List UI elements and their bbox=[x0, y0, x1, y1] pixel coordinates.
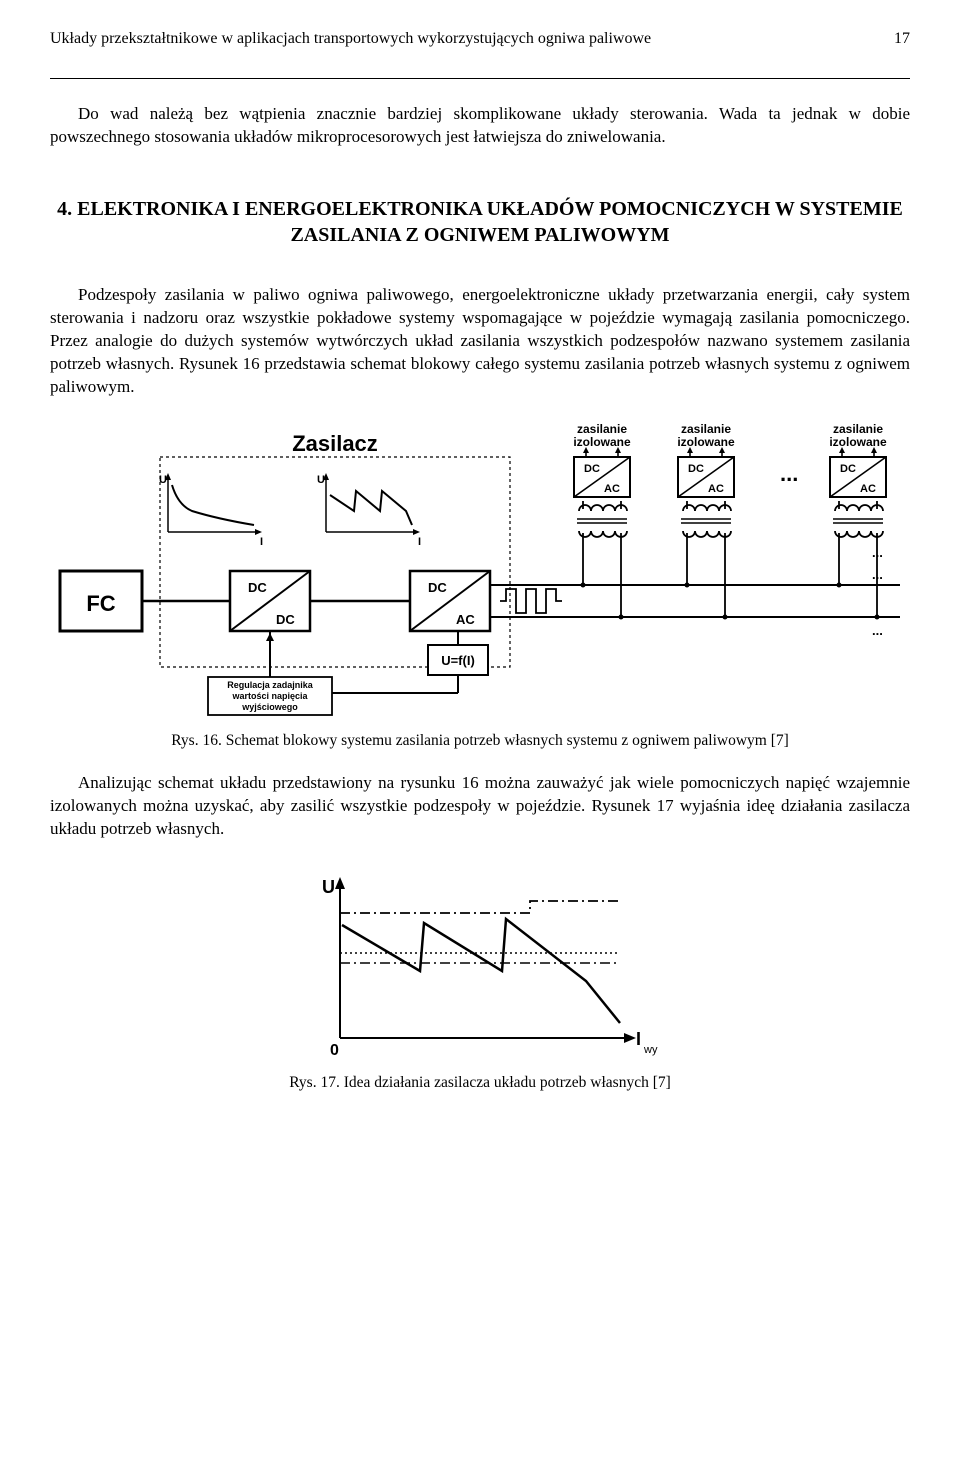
svg-text:U: U bbox=[322, 877, 335, 897]
svg-text:zasilanie: zasilanie bbox=[577, 422, 627, 436]
svg-text:I: I bbox=[260, 536, 263, 548]
running-header: Układy przekształtnikowe w aplikacjach t… bbox=[50, 28, 910, 50]
svg-text:DC: DC bbox=[840, 463, 856, 475]
svg-text:DC: DC bbox=[688, 463, 704, 475]
svg-text:wartości napięcia: wartości napięcia bbox=[231, 691, 308, 701]
svg-text:DC: DC bbox=[584, 463, 600, 475]
section-number: 4. bbox=[57, 198, 72, 220]
section-heading: 4. ELEKTRONIKA I ENERGOELEKTRONIKA UKŁAD… bbox=[50, 196, 910, 248]
svg-text:U=f(I): U=f(I) bbox=[441, 653, 475, 668]
svg-text:...: ... bbox=[872, 623, 883, 638]
figure-17-caption: Rys. 17. Idea działania zasilacza układu… bbox=[50, 1073, 910, 1094]
svg-text:DC: DC bbox=[248, 580, 267, 595]
svg-text:DC: DC bbox=[276, 612, 295, 627]
svg-text:zasilanie: zasilanie bbox=[833, 422, 883, 436]
svg-text:AC: AC bbox=[860, 483, 876, 495]
svg-text:izolowane: izolowane bbox=[573, 435, 631, 449]
running-title: Układy przekształtnikowe w aplikacjach t… bbox=[50, 28, 870, 50]
figure-17: U 0 I wy bbox=[50, 863, 910, 1063]
svg-text:I: I bbox=[636, 1029, 641, 1049]
svg-text:DC: DC bbox=[428, 580, 447, 595]
svg-text:zasilanie: zasilanie bbox=[681, 422, 731, 436]
svg-text:0: 0 bbox=[330, 1042, 339, 1059]
intro-paragraph: Do wad należą bez wątpienia znacznie bar… bbox=[50, 103, 910, 149]
header-rule bbox=[50, 78, 910, 79]
svg-text:I: I bbox=[418, 536, 421, 548]
figure-16-caption: Rys. 16. Schemat blokowy systemu zasilan… bbox=[50, 731, 910, 752]
figure-17-svg: U 0 I wy bbox=[290, 863, 670, 1063]
iso-output-2: zasilanie izolowane DC AC bbox=[677, 422, 735, 620]
svg-text:wy: wy bbox=[643, 1044, 658, 1056]
svg-text:izolowane: izolowane bbox=[677, 435, 735, 449]
body-paragraph: Podzespoły zasilania w paliwo ogniwa pal… bbox=[50, 284, 910, 399]
iso-output-1: zasilanie izolowane DC AC bbox=[573, 422, 631, 620]
svg-text:AC: AC bbox=[708, 483, 724, 495]
figure-16-svg: Zasilacz FC U I DC DC U I DC AC Regulacj… bbox=[50, 421, 910, 721]
page-number: 17 bbox=[870, 28, 910, 50]
svg-text:Regulacja zadajnika: Regulacja zadajnika bbox=[227, 680, 314, 690]
svg-text:U: U bbox=[317, 474, 325, 486]
svg-text:AC: AC bbox=[604, 483, 620, 495]
svg-text:wyjściowego: wyjściowego bbox=[241, 702, 298, 712]
figure-16: Zasilacz FC U I DC DC U I DC AC Regulacj… bbox=[50, 421, 910, 721]
svg-text:U: U bbox=[159, 474, 167, 486]
iso-output-3: zasilanie izolowane DC AC bbox=[829, 422, 887, 620]
svg-text:AC: AC bbox=[456, 612, 475, 627]
section-title: ELEKTRONIKA I ENERGOELEKTRONIKA UKŁADÓW … bbox=[77, 198, 903, 246]
svg-text:izolowane: izolowane bbox=[829, 435, 887, 449]
zasilacz-label: Zasilacz bbox=[292, 431, 378, 456]
fc-label: FC bbox=[86, 591, 115, 616]
after-fig16-paragraph: Analizując schemat układu przedstawiony … bbox=[50, 772, 910, 841]
svg-text:...: ... bbox=[780, 461, 798, 486]
